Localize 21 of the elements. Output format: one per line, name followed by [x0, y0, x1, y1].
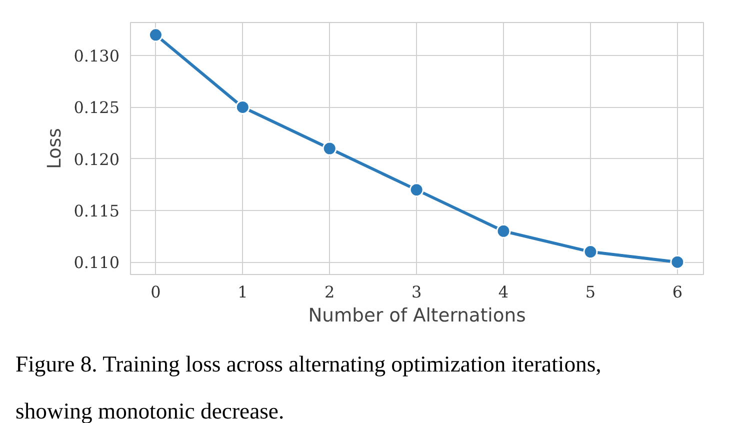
x-tick-label: 4	[498, 282, 509, 302]
x-tick-label: 1	[238, 282, 248, 302]
y-axis-title: Loss	[44, 128, 66, 169]
y-tick-label: 0.120	[74, 150, 120, 169]
x-tick-label: 6	[672, 282, 683, 302]
point	[235, 100, 250, 114]
y-tick-label: 0.110	[74, 253, 120, 272]
x-tick-label: 2	[324, 282, 335, 302]
point	[670, 254, 685, 270]
point	[409, 182, 424, 198]
point	[496, 224, 511, 238]
x-tick-label: 5	[585, 282, 596, 302]
x-tick-label: 3	[411, 282, 422, 302]
x-tick-label: 0	[150, 282, 161, 302]
x-axis-title: Number of Alternations	[308, 306, 526, 326]
y-tick-label: 0.130	[74, 46, 120, 66]
point	[583, 244, 598, 260]
point	[148, 28, 163, 42]
y-tick-label: 0.125	[74, 98, 120, 118]
y-tick-label: 0.115	[74, 201, 120, 220]
point	[322, 141, 337, 156]
